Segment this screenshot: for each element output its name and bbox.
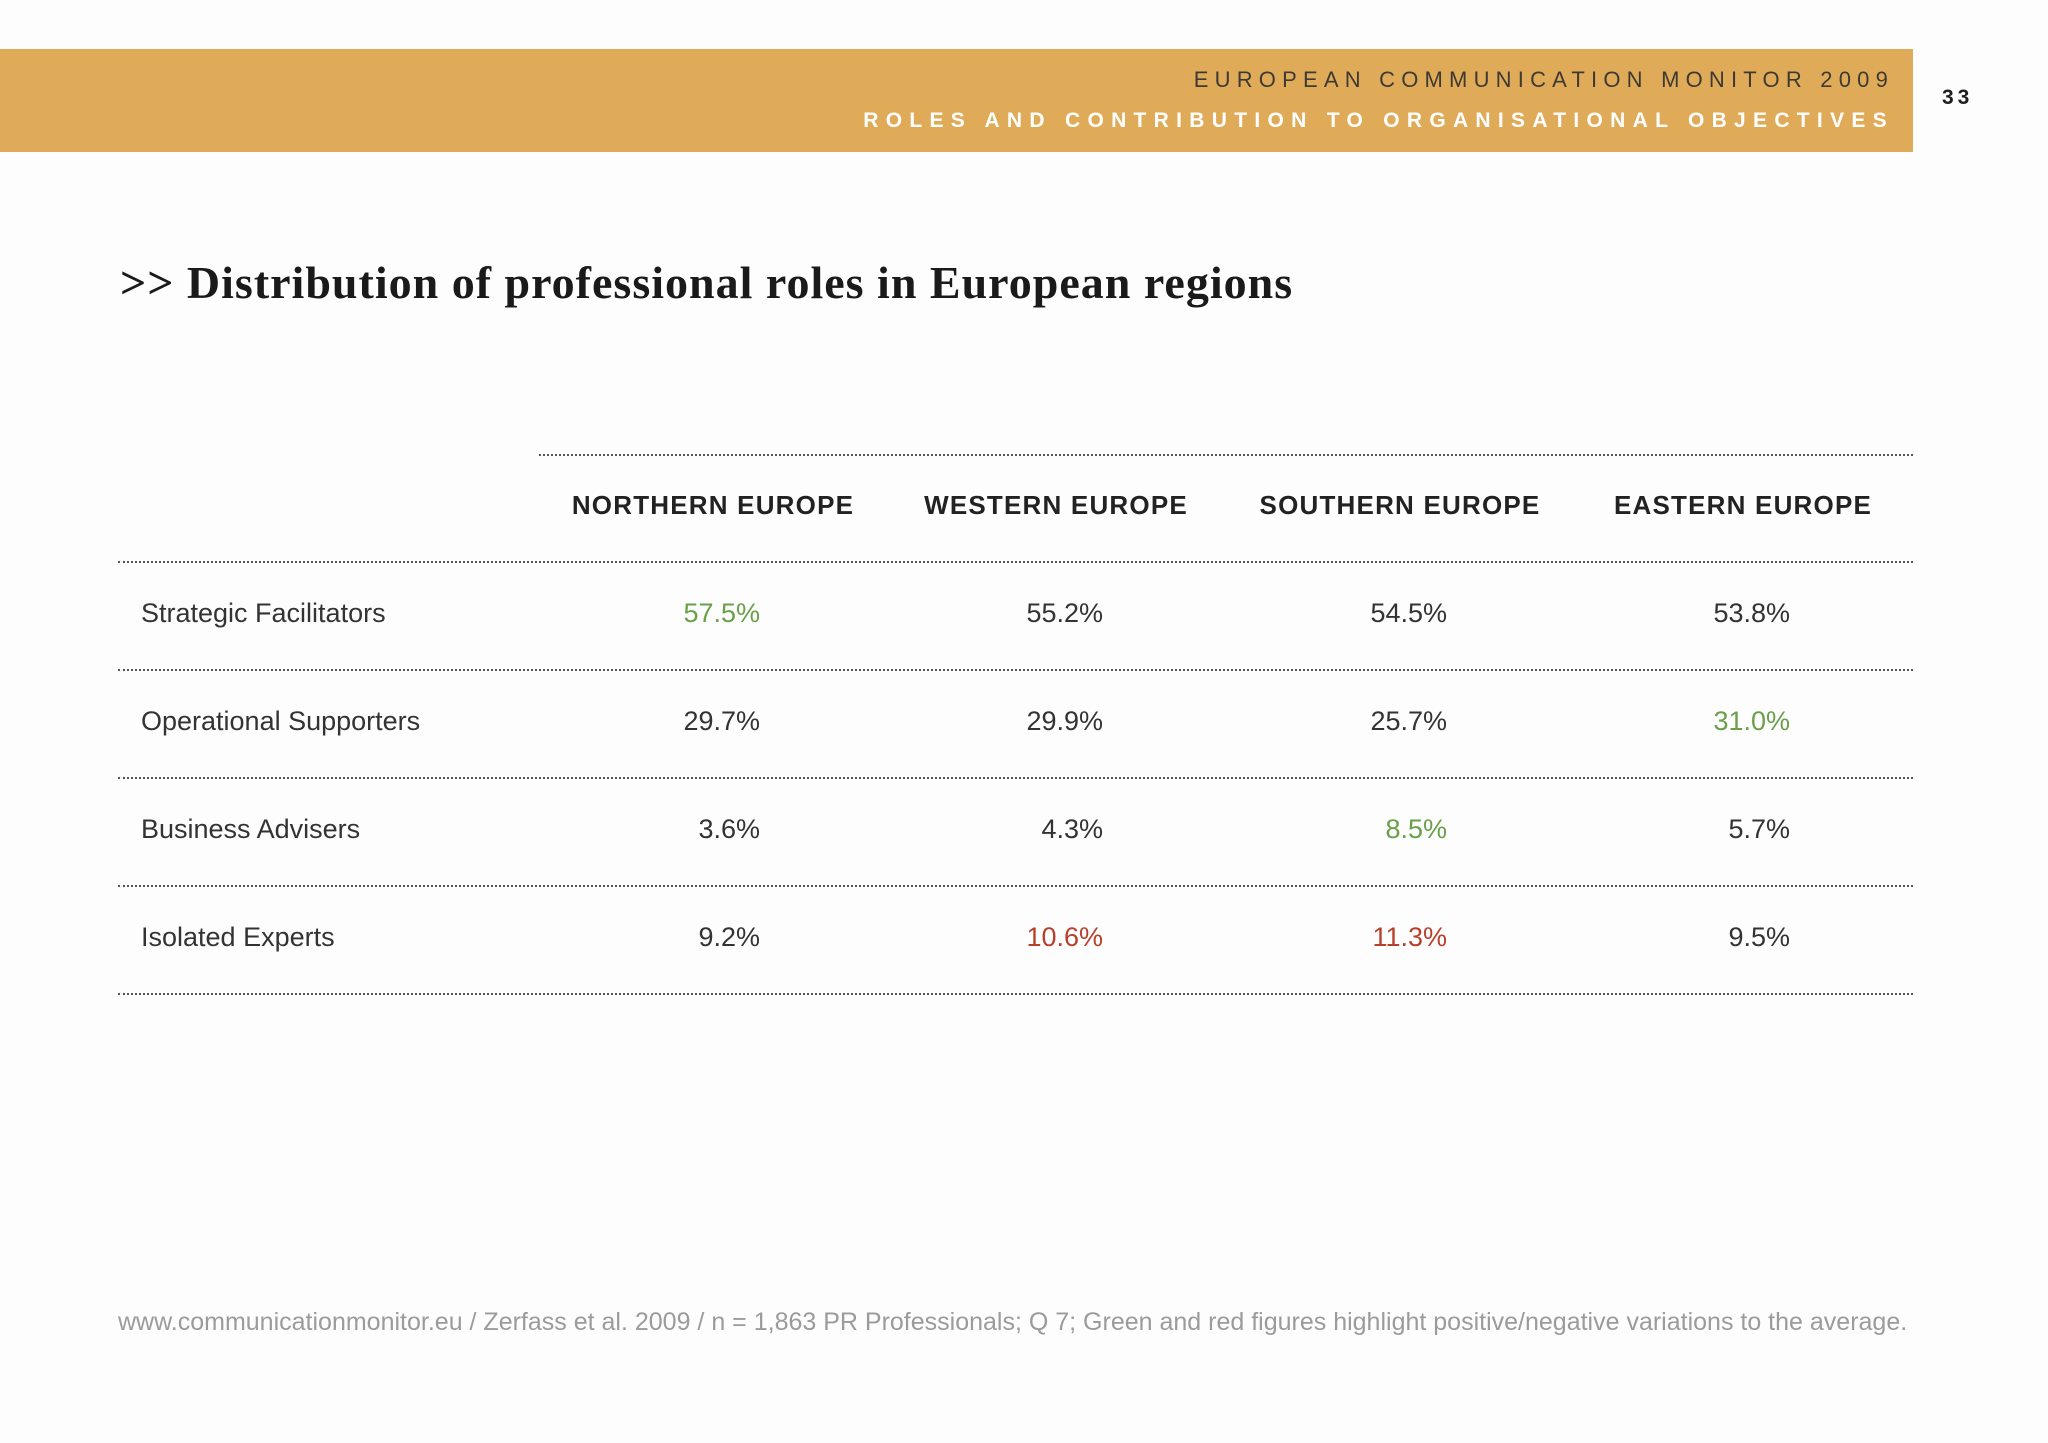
table-cell-value: 29.7% (683, 706, 760, 736)
table-rule (118, 885, 1913, 887)
page-number: 33 (1942, 86, 1974, 109)
column-header: NORTHERN EUROPE (571, 490, 855, 520)
table-cell-value: 31.0% (1713, 706, 1790, 736)
table-cell-value: 11.3% (1372, 922, 1447, 952)
table-cell-value: 8.5% (1385, 814, 1447, 844)
slide-title: >> Distribution of professional roles in… (120, 257, 1294, 308)
table-rule (118, 561, 1913, 563)
table-cell-value: 9.5% (1728, 922, 1790, 952)
column-header: SOUTHERN EUROPE (1259, 490, 1541, 520)
table-cell-value: 9.2% (698, 922, 760, 952)
chapter-title: ROLES AND CONTRIBUTION TO ORGANISATIONAL… (863, 109, 1894, 132)
table-cell-value: 4.3% (1041, 814, 1103, 844)
table-rule (118, 669, 1913, 671)
footer-source-note: www.communicationmonitor.eu / Zerfass et… (118, 1308, 1908, 1336)
column-header: EASTERN EUROPE (1613, 490, 1873, 520)
table-cell-value: 55.2% (1026, 598, 1103, 628)
row-label: Strategic Facilitators (141, 598, 386, 628)
table-cell-value: 29.9% (1026, 706, 1103, 736)
table-cell-value: 53.8% (1713, 598, 1790, 628)
row-label: Operational Supporters (141, 706, 421, 736)
row-label: Isolated Experts (141, 922, 335, 952)
table-rule (118, 993, 1913, 995)
header-banner: EUROPEAN COMMUNICATION MONITOR 2009 ROLE… (0, 49, 1913, 152)
column-header: WESTERN EUROPE (924, 490, 1188, 520)
table-cell-value: 3.6% (698, 814, 760, 844)
table-top-rule (539, 454, 1913, 456)
row-label: Business Advisers (141, 814, 361, 844)
table-cell-value: 54.5% (1370, 598, 1447, 628)
table-rule (118, 777, 1913, 779)
publication-title: EUROPEAN COMMUNICATION MONITOR 2009 (1193, 67, 1894, 92)
table-cell-value: 57.5% (683, 598, 760, 628)
table-cell-value: 10.6% (1026, 922, 1103, 952)
table-cell-value: 5.7% (1728, 814, 1790, 844)
table-cell-value: 25.7% (1370, 706, 1447, 736)
